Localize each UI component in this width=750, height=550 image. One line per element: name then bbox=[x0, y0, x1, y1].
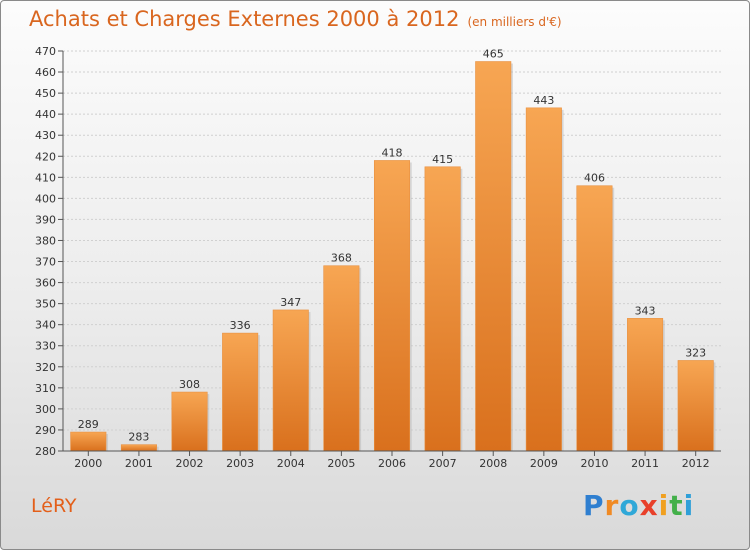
x-tick-label: 2004 bbox=[277, 457, 305, 470]
y-tick-label: 350 bbox=[35, 298, 56, 311]
bar bbox=[171, 391, 208, 452]
bar-value-label: 347 bbox=[280, 296, 301, 309]
x-tick-label: 2007 bbox=[429, 457, 457, 470]
bar-value-label: 283 bbox=[128, 431, 149, 444]
logo-letter: P bbox=[583, 489, 605, 522]
bar-value-label: 465 bbox=[483, 48, 504, 61]
bar bbox=[222, 332, 259, 452]
y-tick-label: 340 bbox=[35, 319, 56, 332]
x-tick-label: 2001 bbox=[125, 457, 153, 470]
x-tick-label: 2000 bbox=[74, 457, 102, 470]
x-tick-label: 2012 bbox=[682, 457, 710, 470]
x-tick-label: 2002 bbox=[176, 457, 204, 470]
x-tick-label: 2009 bbox=[530, 457, 558, 470]
y-tick-label: 390 bbox=[35, 213, 56, 226]
bar bbox=[323, 265, 360, 452]
bar-value-label: 406 bbox=[584, 172, 605, 185]
bar bbox=[525, 107, 562, 452]
y-tick-label: 370 bbox=[35, 256, 56, 269]
y-tick-label: 450 bbox=[35, 87, 56, 100]
y-tick-label: 310 bbox=[35, 382, 56, 395]
chart-unit: (en milliers d'€) bbox=[467, 15, 562, 29]
commune-name: LéRY bbox=[31, 495, 77, 517]
y-tick-label: 380 bbox=[35, 234, 56, 247]
y-tick-label: 420 bbox=[35, 150, 56, 163]
y-tick-label: 460 bbox=[35, 66, 56, 79]
bar bbox=[120, 444, 157, 452]
bar-value-label: 308 bbox=[179, 378, 200, 391]
bar-value-label: 418 bbox=[382, 146, 403, 159]
bar-value-label: 323 bbox=[685, 346, 706, 359]
logo-letter: i bbox=[658, 489, 670, 522]
y-tick-label: 430 bbox=[35, 129, 56, 142]
bar bbox=[576, 185, 613, 452]
bar-value-label: 343 bbox=[635, 304, 656, 317]
chart-title-text: Achats et Charges Externes 2000 à 2012 bbox=[29, 7, 460, 31]
y-tick-label: 320 bbox=[35, 361, 56, 374]
x-tick-label: 2003 bbox=[226, 457, 254, 470]
bar bbox=[272, 309, 309, 452]
x-tick-label: 2005 bbox=[327, 457, 355, 470]
logo-letter: x bbox=[639, 489, 659, 522]
y-tick-label: 360 bbox=[35, 277, 56, 290]
logo-letter: i bbox=[683, 489, 695, 522]
x-tick-label: 2010 bbox=[580, 457, 608, 470]
logo-letter: t bbox=[669, 489, 684, 522]
x-tick-label: 2008 bbox=[479, 457, 507, 470]
bar bbox=[70, 431, 107, 452]
y-tick-label: 440 bbox=[35, 108, 56, 121]
y-tick-label: 410 bbox=[35, 171, 56, 184]
bar-value-label: 415 bbox=[432, 153, 453, 166]
bar-value-label: 336 bbox=[230, 319, 251, 332]
bar bbox=[424, 166, 461, 452]
y-tick-label: 470 bbox=[35, 45, 56, 58]
x-tick-label: 2006 bbox=[378, 457, 406, 470]
chart-title: Achats et Charges Externes 2000 à 2012 (e… bbox=[29, 7, 562, 31]
bar bbox=[373, 160, 411, 452]
logo-letter: o bbox=[619, 489, 640, 522]
bar bbox=[475, 61, 512, 452]
bar-value-label: 443 bbox=[533, 94, 554, 107]
bar-value-label: 368 bbox=[331, 252, 352, 265]
y-tick-label: 400 bbox=[35, 192, 56, 205]
bar-value-label: 289 bbox=[78, 418, 99, 431]
bar bbox=[627, 318, 664, 452]
y-tick-label: 300 bbox=[35, 403, 56, 416]
logo-letter: r bbox=[604, 489, 620, 522]
y-tick-label: 280 bbox=[35, 445, 56, 458]
y-tick-label: 330 bbox=[35, 340, 56, 353]
x-tick-label: 2011 bbox=[631, 457, 659, 470]
proxiti-logo: Proxiti bbox=[583, 489, 694, 522]
bar bbox=[677, 360, 714, 452]
y-tick-label: 290 bbox=[35, 424, 56, 437]
